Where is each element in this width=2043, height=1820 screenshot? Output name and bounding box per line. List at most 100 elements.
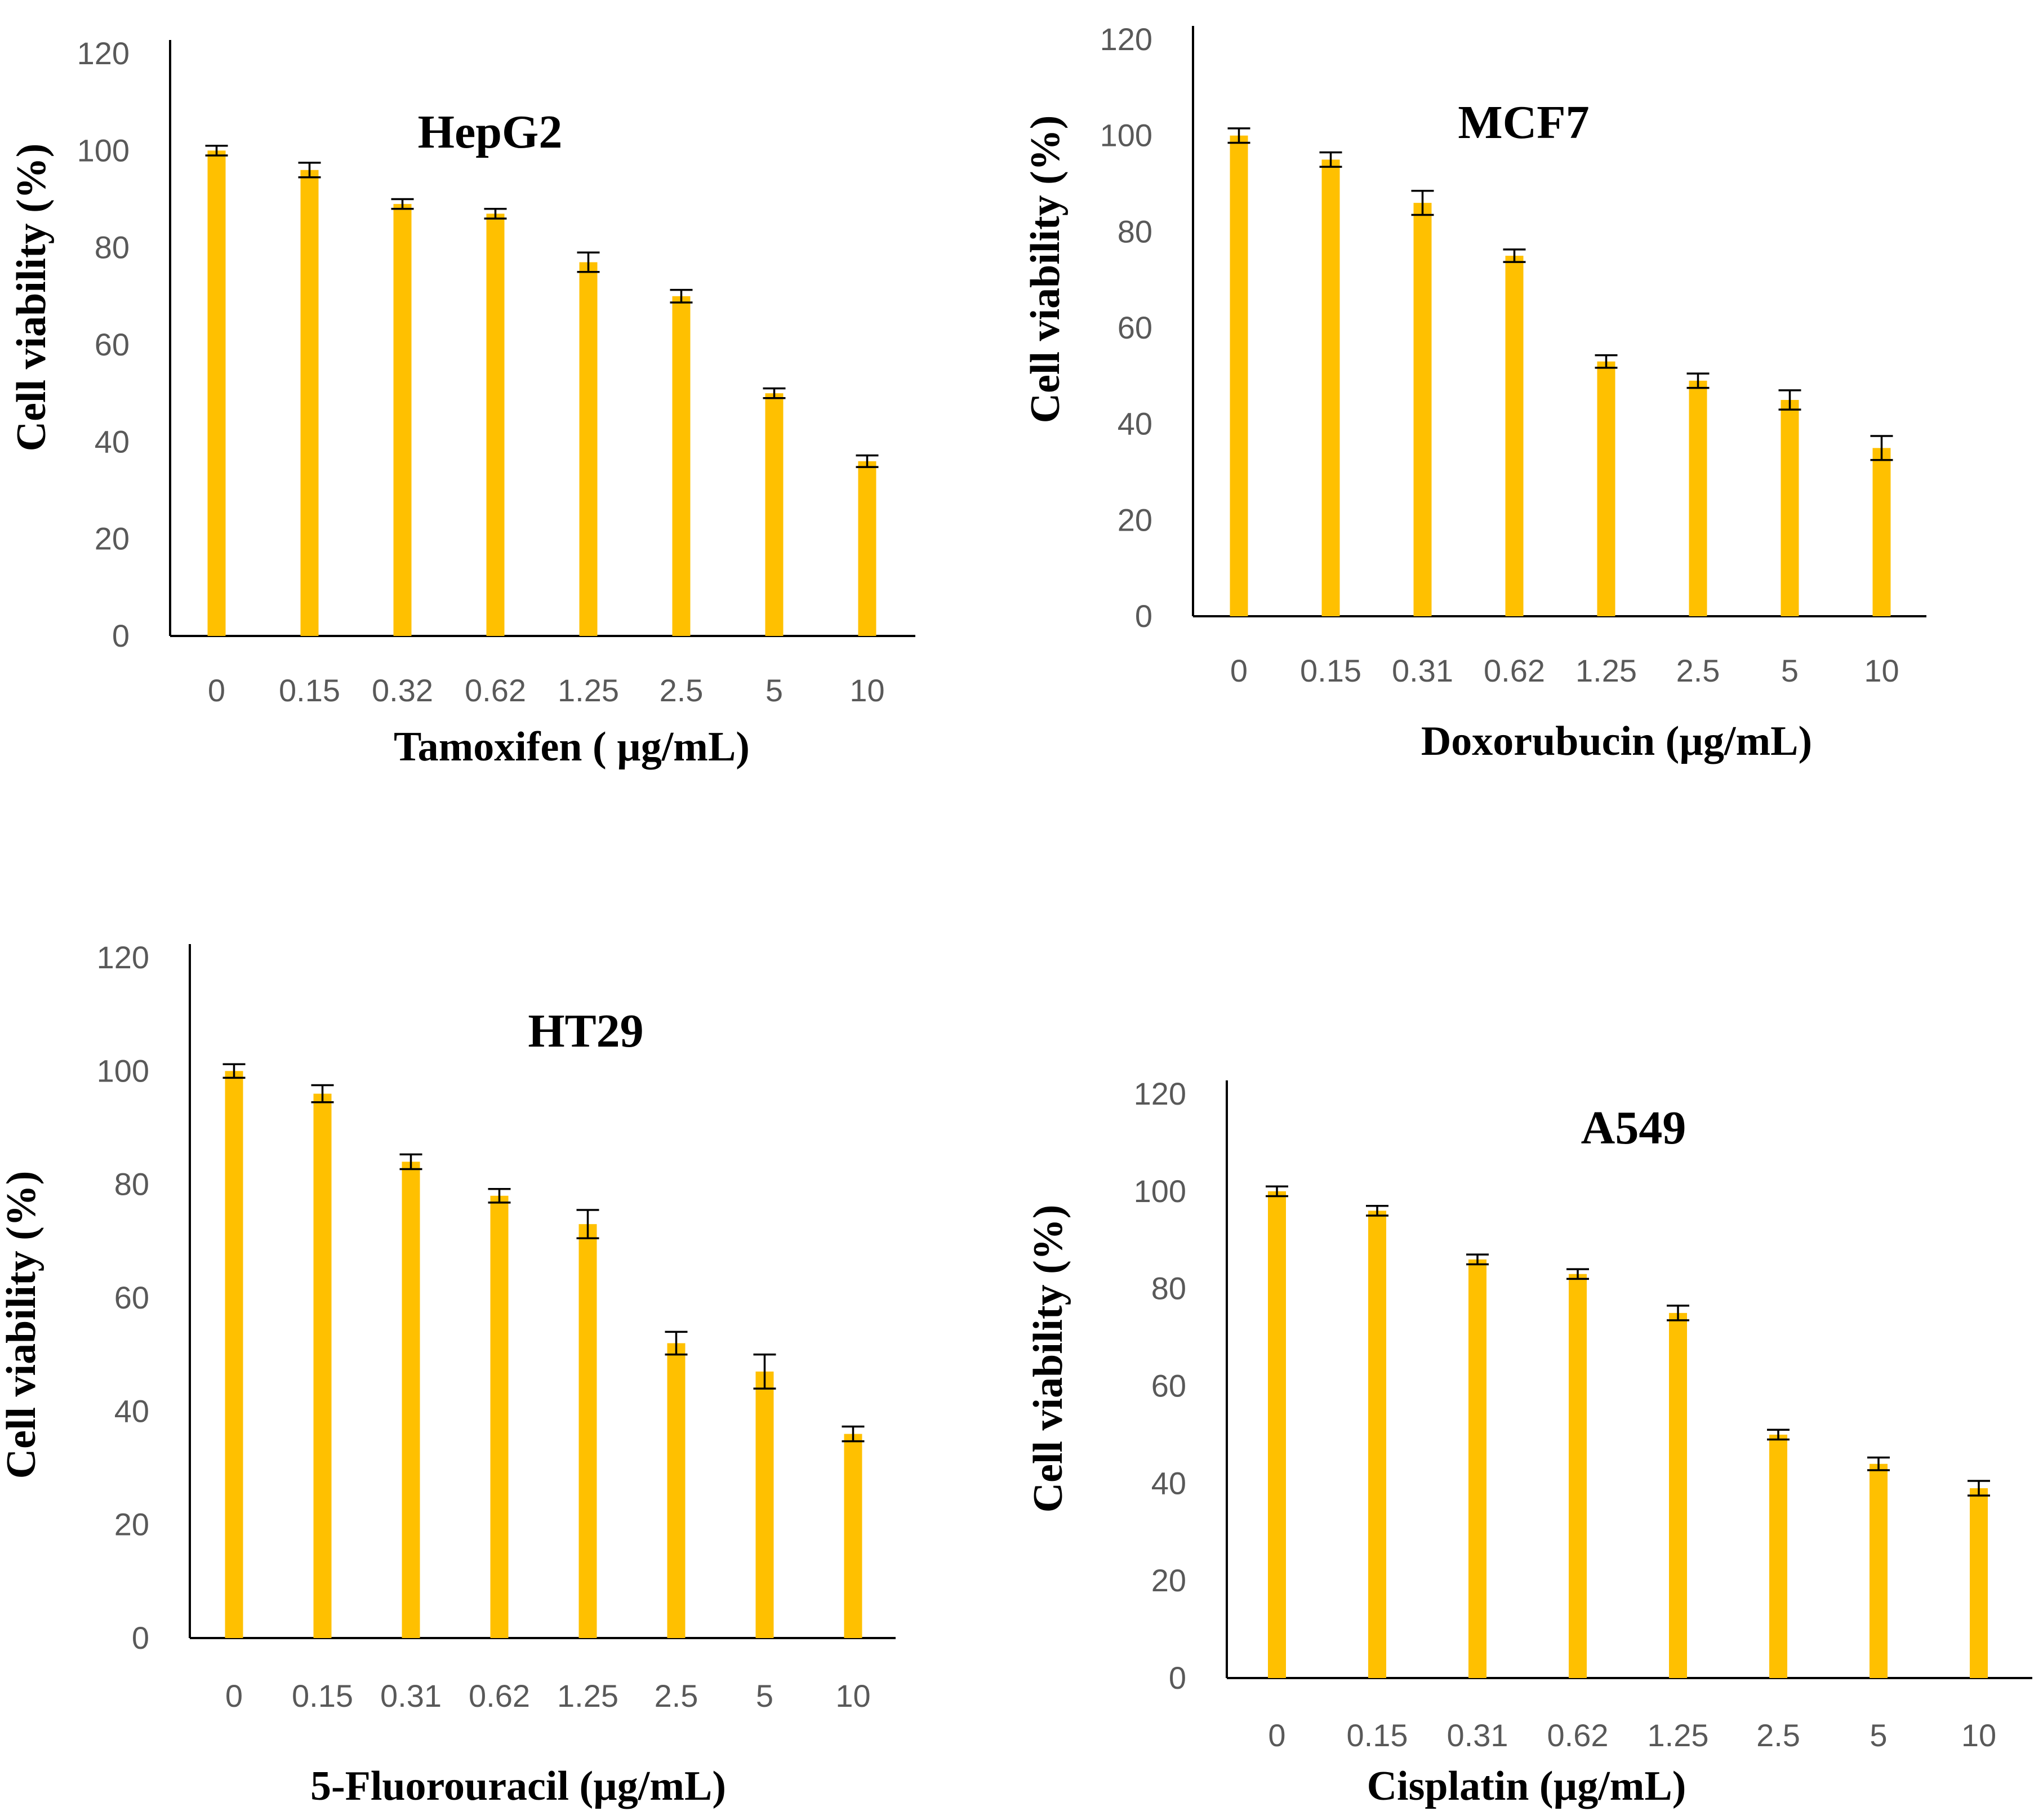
ht29-y-tick-80: 80 xyxy=(114,1167,149,1202)
hepg2-x-tick-0-15: 0.15 xyxy=(279,673,340,708)
ht29-error-bar-10 xyxy=(842,1425,865,1443)
ht29-error-bar-2-5 xyxy=(665,1330,688,1356)
hepg2-bar-5 xyxy=(765,393,784,636)
mcf7-bar-0 xyxy=(1230,135,1248,616)
hepg2-x-tick-10: 10 xyxy=(849,673,884,708)
mcf7-error-bar-5 xyxy=(1778,389,1801,411)
hepg2-title: HepG2 xyxy=(418,106,563,158)
a549-bar-0 xyxy=(1268,1191,1286,1678)
mcf7-x-tick-0-15: 0.15 xyxy=(1300,653,1361,688)
mcf7-y-tick-0: 0 xyxy=(1135,598,1152,634)
ht29-bar-0-62 xyxy=(490,1195,509,1638)
mcf7-bar-1-25 xyxy=(1597,361,1615,616)
a549-x-tick-0-15: 0.15 xyxy=(1347,1717,1408,1753)
hepg2-error-bar-0-15 xyxy=(298,162,321,179)
mcf7-bar-10 xyxy=(1872,448,1891,616)
a549-bar-0-31 xyxy=(1468,1259,1486,1678)
a549-y-tick-80: 80 xyxy=(1151,1271,1186,1306)
ht29-x-axis-title: 5-Fluorouracil (µg/mL) xyxy=(310,1763,726,1809)
ht29-bar-0-31 xyxy=(402,1162,420,1638)
hepg2-y-axis-title: Cell viability (%) xyxy=(8,144,55,452)
panel-hepg2: 0 20 40 60 80 100 120 0 0.15 0.32 0.62 1.25 2.5 5 10 He… xyxy=(8,35,915,770)
ht29-error-bar-0-31 xyxy=(399,1153,422,1171)
ht29-x-tick-0-62: 0.62 xyxy=(469,1678,530,1714)
hepg2-error-bar-5 xyxy=(763,387,786,399)
mcf7-bar-5 xyxy=(1781,400,1799,616)
ht29-x-tick-1-25: 1.25 xyxy=(557,1678,618,1714)
a549-title: A549 xyxy=(1581,1102,1686,1154)
mcf7-x-tick-2-5: 2.5 xyxy=(1676,653,1720,688)
mcf7-y-tick-60: 60 xyxy=(1118,310,1152,345)
mcf7-title: MCF7 xyxy=(1458,96,1589,149)
hepg2-bar-0 xyxy=(207,150,226,636)
hepg2-error-bar-1-25 xyxy=(577,251,600,273)
hepg2-bar-0-32 xyxy=(393,204,412,636)
ht29-y-tick-0: 0 xyxy=(132,1620,149,1656)
a549-x-tick-0-31: 0.31 xyxy=(1447,1717,1508,1753)
hepg2-error-bar-0-32 xyxy=(391,198,414,210)
a549-bar-0-62 xyxy=(1569,1274,1587,1678)
mcf7-error-bar-0 xyxy=(1227,127,1250,144)
panel-mcf7: 0 20 40 60 80 100 120 0 0.15 0.31 0.62 1.25 2.5 5 10 MC… xyxy=(1022,21,1926,764)
hepg2-error-bar-10 xyxy=(856,454,879,468)
a549-error-bar-0-15 xyxy=(1366,1205,1388,1217)
mcf7-bar-0-31 xyxy=(1413,203,1432,617)
hepg2-bar-2-5 xyxy=(672,296,691,636)
a549-y-tick-40: 40 xyxy=(1151,1465,1186,1501)
ht29-y-tick-20: 20 xyxy=(114,1507,149,1542)
ht29-error-bar-5 xyxy=(753,1353,776,1390)
mcf7-x-tick-1-25: 1.25 xyxy=(1575,653,1637,688)
hepg2-bar-0-15 xyxy=(300,170,319,636)
mcf7-x-tick-10: 10 xyxy=(1864,653,1899,688)
mcf7-error-bar-10 xyxy=(1870,435,1893,461)
ht29-x-tick-0-15: 0.15 xyxy=(292,1678,353,1714)
ht29-y-axis-title: Cell viability (%) xyxy=(0,1171,44,1479)
a549-y-tick-0: 0 xyxy=(1169,1660,1186,1696)
hepg2-x-axis-title: Tamoxifen ( µg/mL) xyxy=(394,724,750,770)
hepg2-x-tick-1-25: 1.25 xyxy=(558,673,619,708)
ht29-x-tick-0: 0 xyxy=(225,1678,243,1714)
hepg2-y-tick-100: 100 xyxy=(77,132,130,168)
hepg2-bar-10 xyxy=(858,461,876,636)
a549-y-tick-100: 100 xyxy=(1134,1173,1186,1209)
mcf7-bar-0-15 xyxy=(1321,159,1340,616)
mcf7-y-tick-20: 20 xyxy=(1118,502,1152,537)
a549-bar-5 xyxy=(1870,1463,1888,1678)
ht29-error-bar-0 xyxy=(222,1063,246,1079)
a549-x-tick-2-5: 2.5 xyxy=(1756,1717,1800,1753)
ht29-bar-10 xyxy=(844,1434,862,1638)
a549-y-tick-20: 20 xyxy=(1151,1563,1186,1598)
a549-x-axis-title: Cisplatin (µg/mL) xyxy=(1367,1763,1686,1809)
a549-x-tick-0: 0 xyxy=(1268,1717,1285,1753)
a549-bar-2-5 xyxy=(1769,1434,1787,1678)
mcf7-x-tick-0-31: 0.31 xyxy=(1392,653,1453,688)
ht29-y-tick-120: 120 xyxy=(97,940,149,975)
hepg2-x-tick-2-5: 2.5 xyxy=(660,673,704,708)
hepg2-y-tick-60: 60 xyxy=(95,327,130,362)
ht29-error-bar-0-15 xyxy=(311,1084,334,1103)
a549-bar-1-25 xyxy=(1669,1312,1687,1678)
a549-error-bar-0-62 xyxy=(1566,1268,1589,1280)
ht29-x-tick-0-31: 0.31 xyxy=(380,1678,442,1714)
ht29-x-tick-10: 10 xyxy=(835,1678,870,1714)
ht29-bar-0 xyxy=(225,1071,243,1638)
hepg2-y-tick-120: 120 xyxy=(77,35,130,71)
hepg2-x-tick-5: 5 xyxy=(765,673,783,708)
hepg2-y-tick-20: 20 xyxy=(95,521,130,557)
a549-error-bar-5 xyxy=(1867,1456,1890,1471)
hepg2-y-tick-40: 40 xyxy=(95,424,130,459)
mcf7-bar-0-62 xyxy=(1505,256,1524,616)
ht29-bar-0-15 xyxy=(313,1093,332,1638)
hepg2-bar-1-25 xyxy=(579,262,598,636)
hepg2-error-bar-2-5 xyxy=(670,288,693,304)
mcf7-error-bar-0-15 xyxy=(1319,151,1342,168)
hepg2-error-bar-0-62 xyxy=(484,207,507,220)
panel-a549: 0 20 40 60 80 100 120 0 0.15 0.31 0.62 1.25 2.5 5 10 A5… xyxy=(1025,1076,2032,1809)
mcf7-y-tick-80: 80 xyxy=(1118,213,1152,249)
ht29-bar-5 xyxy=(755,1371,774,1638)
ht29-y-tick-40: 40 xyxy=(114,1393,149,1429)
ht29-y-tick-60: 60 xyxy=(114,1280,149,1315)
mcf7-x-tick-0-62: 0.62 xyxy=(1484,653,1545,688)
hepg2-bar-0-62 xyxy=(486,213,505,637)
